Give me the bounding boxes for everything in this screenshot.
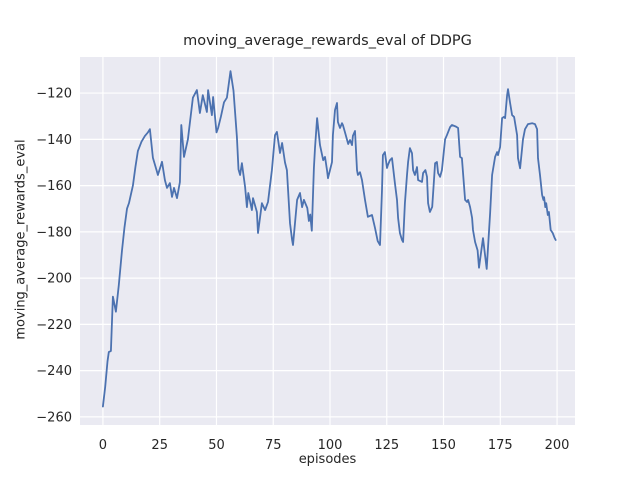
y-tick-label: −240 (36, 364, 72, 379)
x-tick-label: 25 (151, 438, 168, 453)
y-tick-label: −200 (36, 272, 72, 287)
x-tick-label: 75 (265, 438, 282, 453)
x-tick-label: 150 (431, 438, 456, 453)
x-tick-label: 50 (208, 438, 225, 453)
y-axis-label: moving_average_rewards_eval (13, 139, 29, 340)
x-tick-label: 100 (318, 438, 343, 453)
x-axis-label: episodes (298, 452, 357, 467)
series-line (102, 70, 557, 408)
x-tick-label: 125 (374, 438, 399, 453)
x-tick-label: 175 (488, 438, 513, 453)
y-tick-label: −160 (36, 179, 72, 194)
plot-background (80, 57, 575, 425)
y-tick-label: −140 (36, 133, 72, 148)
y-tick-label: −120 (36, 87, 72, 102)
x-tick-label: 200 (545, 438, 570, 453)
x-tick-label: 0 (99, 438, 107, 453)
y-tick-label: −220 (36, 318, 72, 333)
y-tick-label: −180 (36, 225, 72, 240)
y-tick-label: −260 (36, 410, 72, 425)
chart-title: moving_average_rewards_eval of DDPG (183, 33, 472, 49)
